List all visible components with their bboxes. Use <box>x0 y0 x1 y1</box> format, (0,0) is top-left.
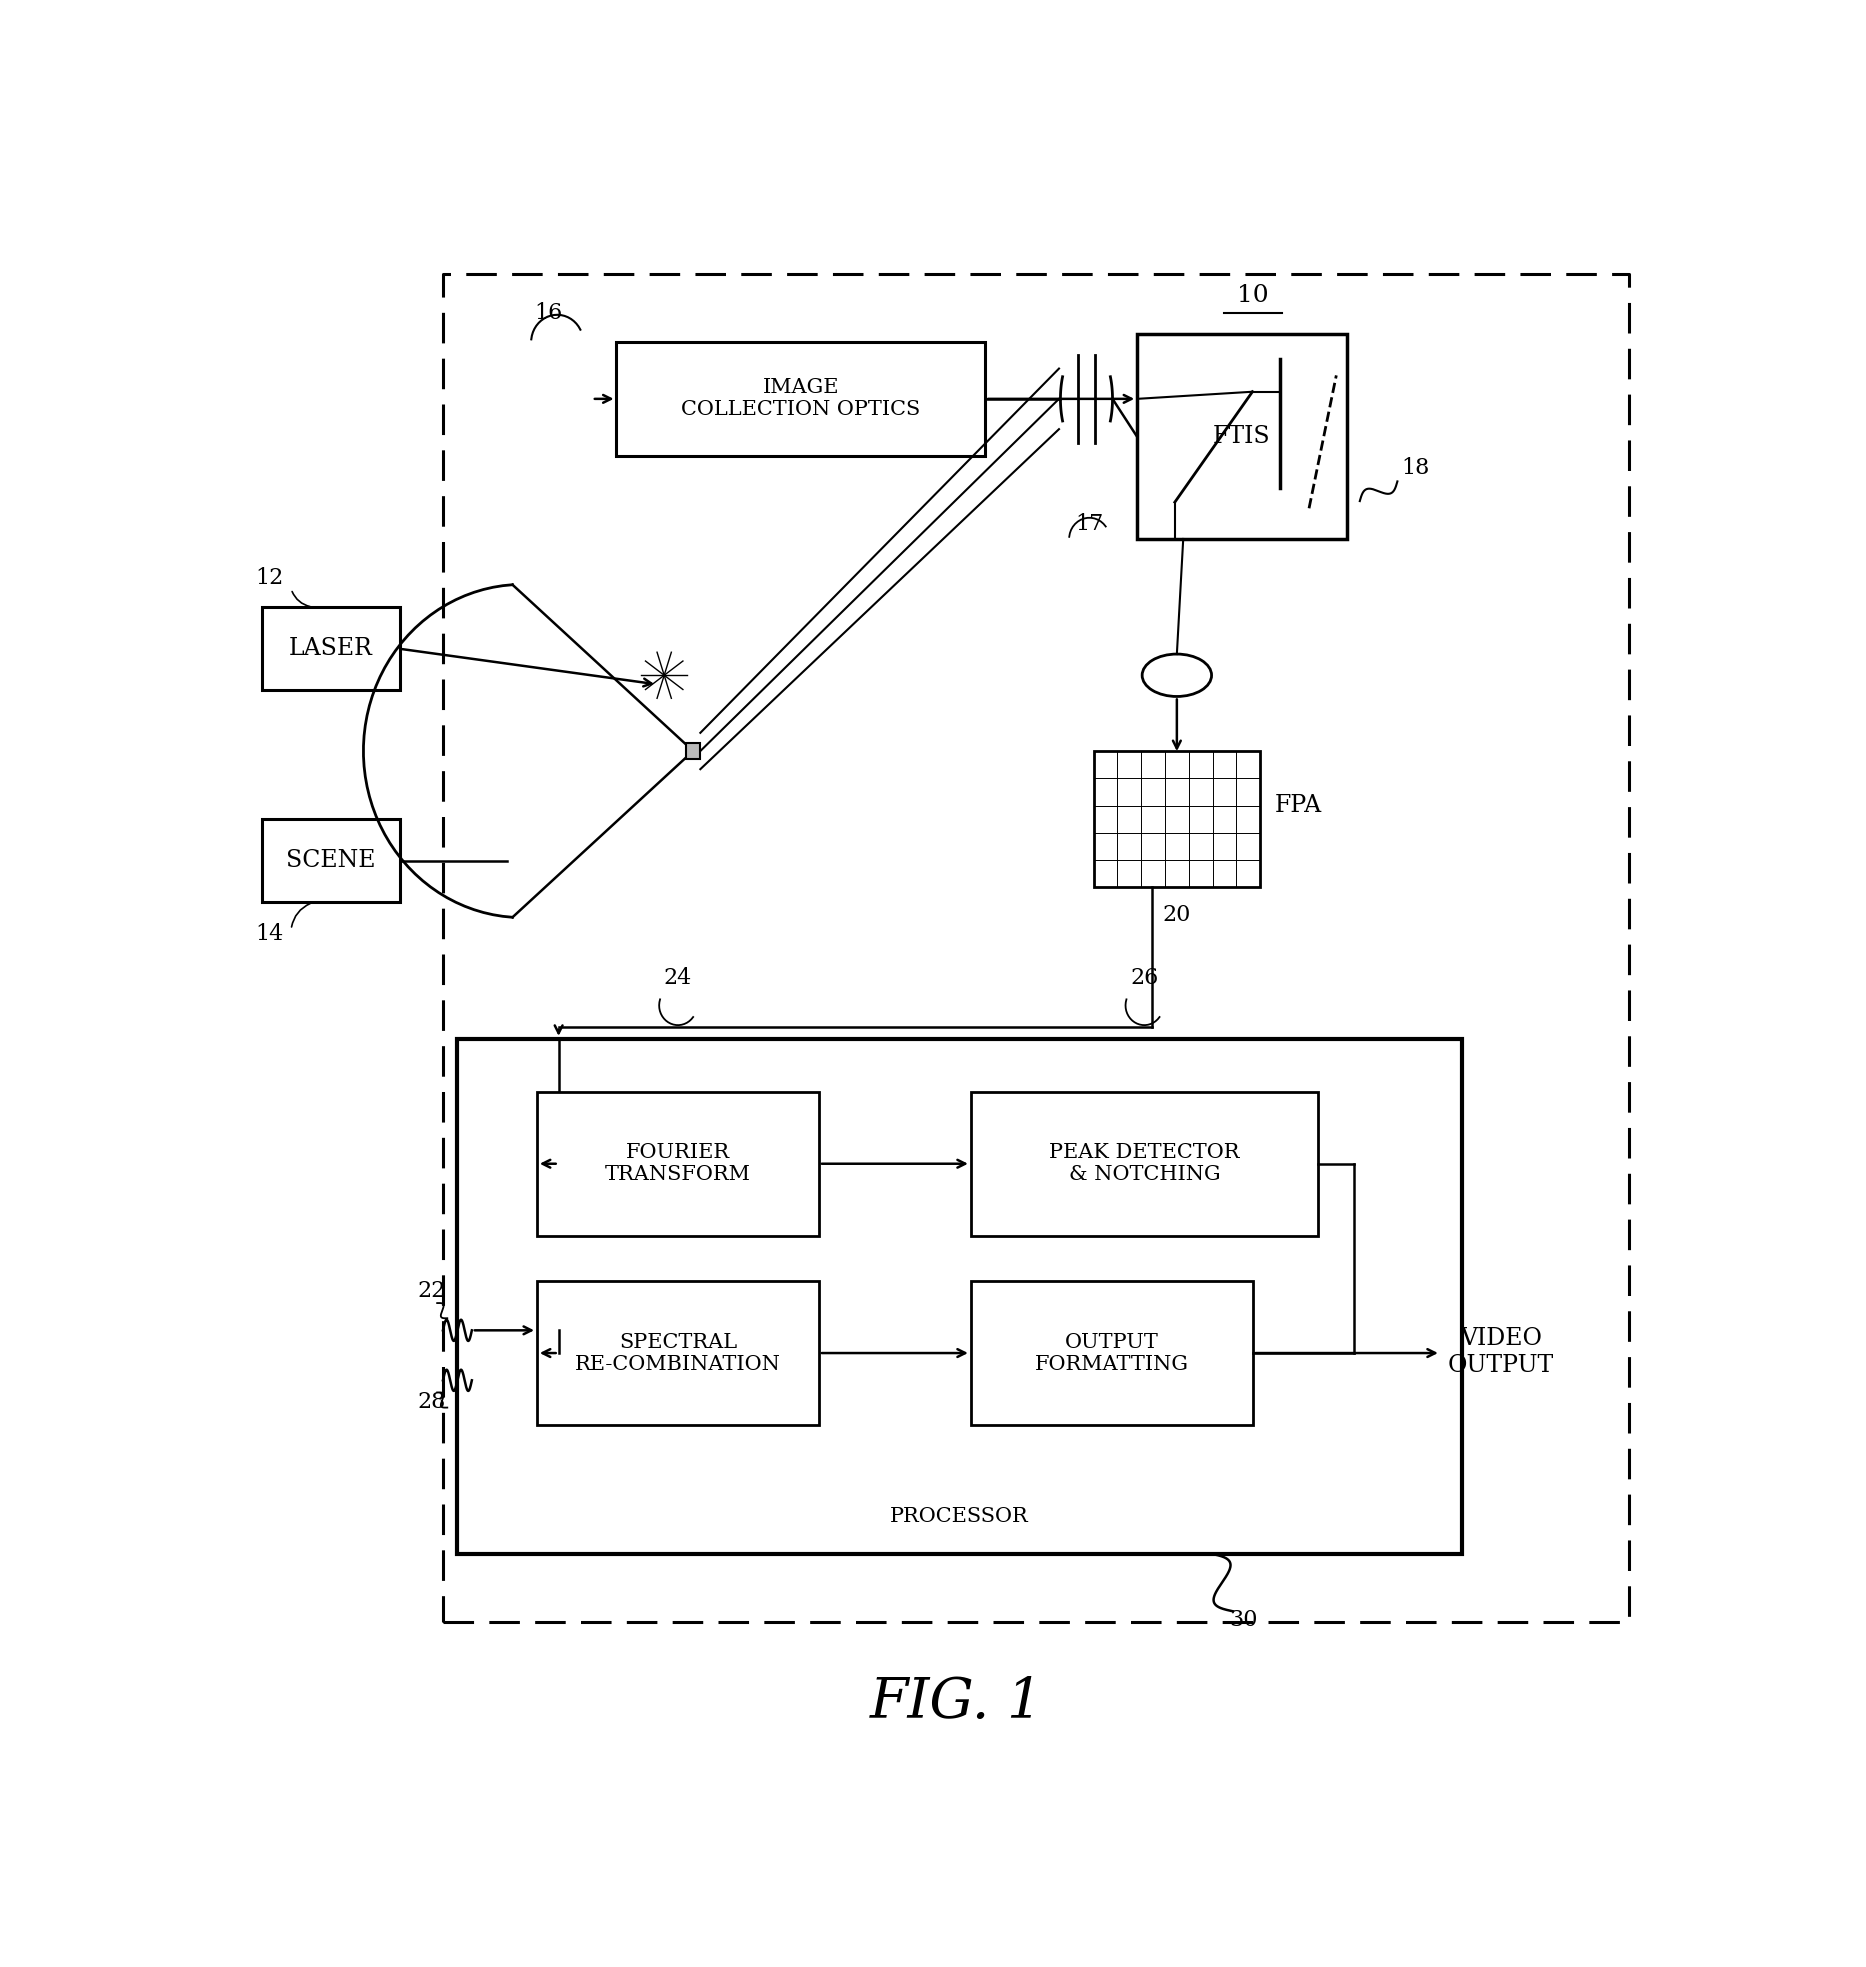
FancyBboxPatch shape <box>537 1092 819 1235</box>
Text: 30: 30 <box>1230 1609 1258 1631</box>
Text: 17: 17 <box>1075 513 1103 535</box>
FancyBboxPatch shape <box>537 1281 819 1424</box>
Text: 10: 10 <box>1237 283 1269 307</box>
Text: 12: 12 <box>256 566 284 590</box>
Text: LASER: LASER <box>289 637 373 661</box>
Text: PROCESSOR: PROCESSOR <box>890 1507 1028 1526</box>
Text: SCENE: SCENE <box>285 850 375 871</box>
Text: 14: 14 <box>256 923 284 946</box>
FancyBboxPatch shape <box>261 818 399 903</box>
Text: PEAK DETECTOR
& NOTCHING: PEAK DETECTOR & NOTCHING <box>1049 1143 1239 1184</box>
FancyBboxPatch shape <box>1136 334 1347 539</box>
Text: 22: 22 <box>418 1281 446 1302</box>
FancyBboxPatch shape <box>970 1092 1317 1235</box>
Text: FTIS: FTIS <box>1213 425 1271 448</box>
Text: SPECTRAL
RE-COMBINATION: SPECTRAL RE-COMBINATION <box>575 1332 780 1373</box>
FancyBboxPatch shape <box>687 744 700 759</box>
Text: 26: 26 <box>1131 968 1159 989</box>
FancyBboxPatch shape <box>970 1281 1252 1424</box>
FancyBboxPatch shape <box>261 608 399 690</box>
Text: OUTPUT
FORMATTING: OUTPUT FORMATTING <box>1036 1332 1189 1373</box>
Text: 28: 28 <box>418 1391 446 1412</box>
Text: FOURIER
TRANSFORM: FOURIER TRANSFORM <box>605 1143 750 1184</box>
Text: FPA: FPA <box>1274 795 1321 816</box>
FancyBboxPatch shape <box>616 342 985 456</box>
Text: FIG. 1: FIG. 1 <box>870 1674 1043 1729</box>
Text: 20: 20 <box>1163 903 1191 926</box>
Text: VIDEO
OUTPUT: VIDEO OUTPUT <box>1448 1328 1554 1377</box>
Text: 16: 16 <box>534 303 564 325</box>
Text: 18: 18 <box>1401 456 1429 478</box>
Text: 24: 24 <box>664 968 692 989</box>
FancyBboxPatch shape <box>457 1039 1463 1554</box>
FancyBboxPatch shape <box>1093 751 1260 887</box>
Text: IMAGE
COLLECTION OPTICS: IMAGE COLLECTION OPTICS <box>681 378 920 419</box>
